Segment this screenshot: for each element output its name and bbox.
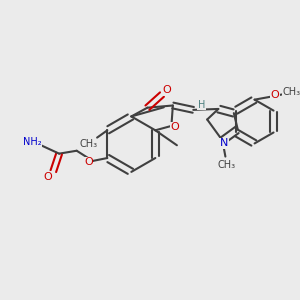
Text: CH₃: CH₃ [218, 160, 236, 170]
Text: O: O [163, 85, 172, 95]
Text: O: O [170, 122, 179, 132]
Text: H: H [198, 100, 205, 110]
Text: CH₃: CH₃ [80, 139, 98, 149]
Text: NH₂: NH₂ [23, 137, 41, 147]
Text: O: O [271, 90, 279, 100]
Text: CH₃: CH₃ [283, 87, 300, 98]
Text: O: O [84, 158, 93, 167]
Text: O: O [43, 172, 52, 182]
Text: N: N [220, 138, 228, 148]
